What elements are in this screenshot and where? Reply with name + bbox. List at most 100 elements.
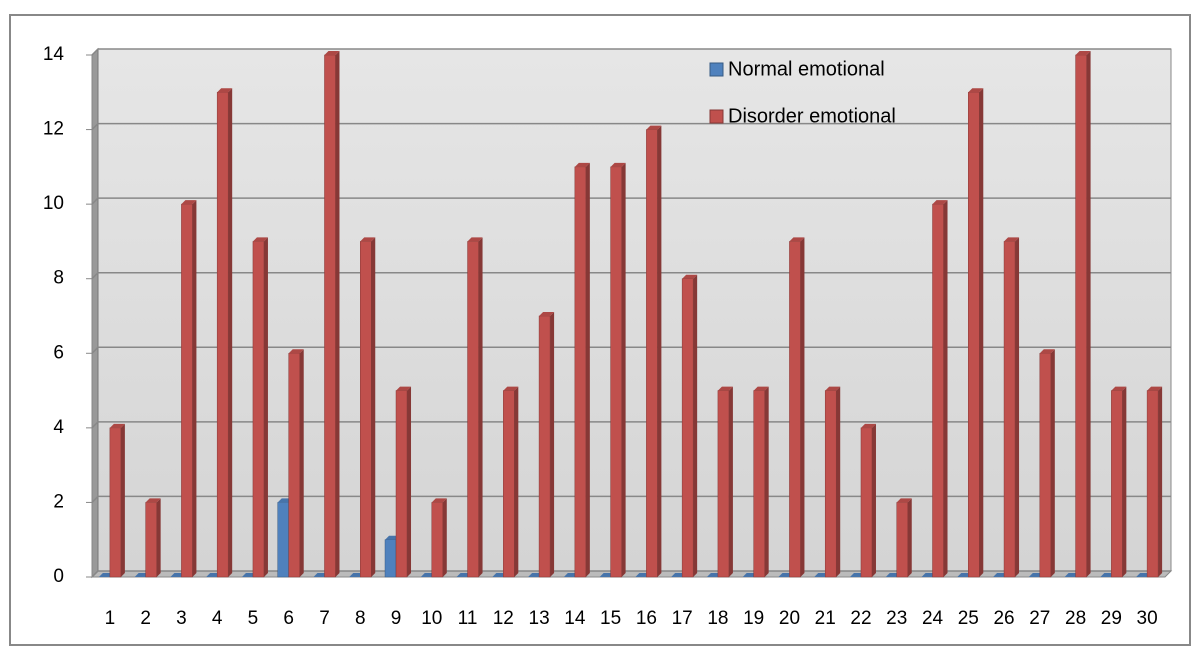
bar [216,88,233,578]
bar-top [1147,386,1163,391]
bar [753,386,769,578]
bar-side [1050,349,1055,577]
bar-front [1003,241,1016,578]
x-tick-label: 10 [421,608,442,629]
x-tick-label: 26 [993,608,1014,629]
bar-top [1075,51,1091,55]
x-tick-label: 24 [922,608,944,629]
bar [610,162,626,578]
bar-top [1111,386,1127,391]
bar-side [585,162,590,577]
legend-swatch [709,109,724,124]
y-tick-label: 12 [43,119,64,140]
bar [1039,349,1055,578]
y-tick-label: 2 [53,491,64,512]
bar-top [252,237,268,242]
x-tick-label: 28 [1065,608,1086,629]
bar-front [467,241,479,578]
x-tick-label: 12 [493,608,514,629]
bar-side [442,498,447,577]
bar-side [871,423,876,577]
x-tick-label: 20 [779,608,800,629]
x-tick-label: 29 [1101,608,1122,629]
bar-front [277,502,289,578]
bar-top [181,200,197,205]
y-tick-label: 10 [43,193,64,214]
bar [789,237,805,578]
bar-side [550,312,555,577]
x-tick-label: 23 [886,608,907,629]
x-tick-label: 11 [458,608,478,629]
bar-side [693,274,698,577]
bar-side [943,200,948,577]
bar [574,162,590,578]
bar-side [407,386,412,577]
y-tick-label: 6 [53,342,64,363]
bar-front [968,92,980,578]
bar [538,312,555,578]
bar-front [384,539,397,578]
grid-line [91,197,1171,205]
bar-front [288,353,300,578]
x-tick-label: 25 [958,608,979,629]
bar-top [932,200,948,205]
bar [860,423,876,578]
bar-side [1086,51,1091,577]
bar [288,349,304,578]
bar [896,498,912,578]
bar [1146,386,1163,578]
bar-side [728,386,733,577]
bar-top [109,423,125,428]
grid-line [91,495,1171,503]
bar-front [216,92,229,578]
bar-front [252,241,265,578]
bar-top [288,349,304,354]
legend-label: Normal emotional [728,58,885,80]
bar-top [789,237,805,242]
x-tick-label: 6 [283,608,294,629]
bar-front [896,502,908,578]
bar-front [860,427,873,578]
bar-top [825,386,841,391]
x-tick-label: 18 [707,608,728,629]
bar [252,237,268,578]
bar [1111,386,1127,578]
bar-front [717,390,730,578]
bar-front [395,390,408,578]
bar-side [299,349,304,577]
x-tick-label: 4 [212,608,223,629]
bar-side [621,162,626,577]
bar-front [932,203,944,578]
bar [324,51,340,578]
bar-top [753,386,769,391]
bar [824,386,841,578]
bar-front [824,390,837,578]
bar [717,386,733,578]
grid-line [91,346,1171,354]
legend-label: Disorder emotional [728,105,896,127]
bar-front [753,390,765,578]
bar-front [145,502,157,578]
grid-line [91,570,1171,578]
bar-top [396,386,412,391]
bar-front [1146,390,1159,578]
legend: Normal emotional Disorder emotional [709,58,896,127]
bar-front [574,166,587,578]
bar-top [717,386,733,391]
bar [1003,237,1020,578]
x-tick-label: 13 [529,608,550,629]
x-tick-label: 17 [672,608,693,629]
bar [932,200,948,578]
bar-side [1122,386,1127,577]
bar-top [574,162,590,167]
bar-front [610,166,622,578]
x-tick-label: 1 [105,608,116,629]
x-tick-label: 16 [636,608,657,629]
bar-front [360,241,372,578]
bar-top [145,498,161,503]
x-tick-label: 8 [355,608,366,629]
bar-front [431,502,444,578]
bar-top [682,274,698,279]
